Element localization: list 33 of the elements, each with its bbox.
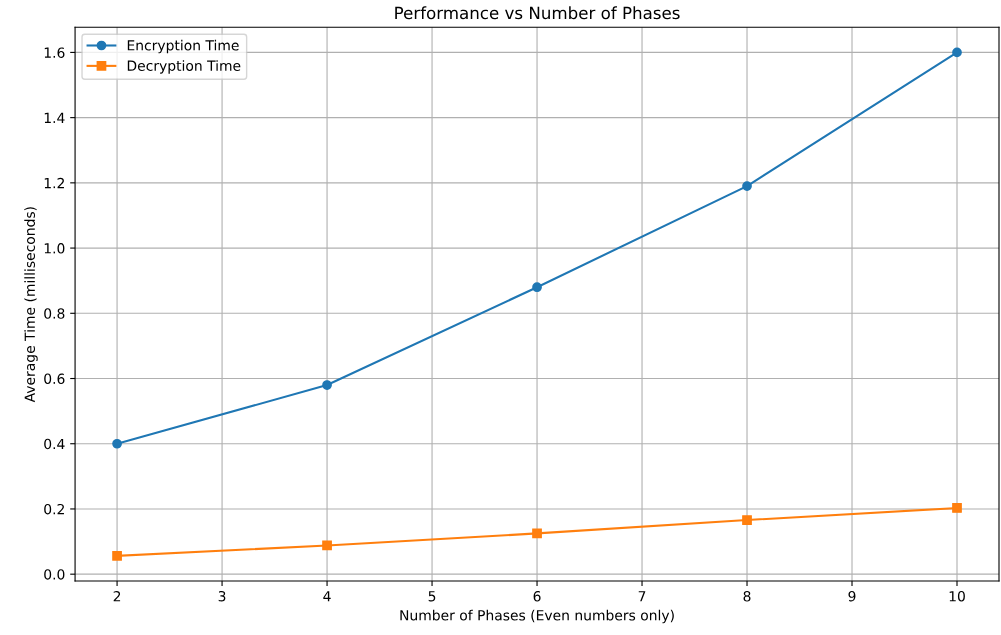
y-tick-label: 1.0 bbox=[44, 243, 65, 254]
point bbox=[952, 47, 962, 58]
y-tick-label: 0.0 bbox=[44, 569, 65, 580]
y-tick-label: 1.4 bbox=[44, 112, 65, 123]
point bbox=[112, 438, 122, 449]
point bbox=[532, 528, 542, 539]
y-tick-label: 1.2 bbox=[44, 177, 64, 189]
x-axis-title: Number of Phases (Even numbers only) bbox=[400, 609, 674, 624]
point bbox=[532, 282, 542, 293]
y-tick-label: 0.8 bbox=[44, 308, 65, 319]
y-tick-label: 0.6 bbox=[44, 373, 65, 384]
point bbox=[742, 515, 752, 525]
y-tick-label: 1.6 bbox=[44, 47, 65, 58]
point bbox=[322, 540, 332, 551]
point bbox=[742, 181, 752, 191]
point bbox=[952, 503, 962, 513]
legend-label: Encryption Time bbox=[127, 39, 239, 54]
x-tick-label: 3 bbox=[218, 590, 226, 602]
point bbox=[322, 380, 332, 390]
y-tick-label: 0.2 bbox=[44, 503, 64, 515]
x-tick-label: 6 bbox=[533, 590, 541, 602]
x-tick-label: 4 bbox=[323, 591, 331, 602]
point bbox=[112, 551, 122, 561]
legend-label: Decryption Time bbox=[127, 60, 241, 74]
x-tick-label: 7 bbox=[638, 591, 646, 602]
y-axis-title: Average Time (milliseconds) bbox=[24, 207, 38, 403]
x-tick-label: 5 bbox=[428, 591, 436, 602]
chart-title: Performance vs Number of Phases bbox=[395, 6, 680, 20]
x-tick-label: 9 bbox=[848, 590, 856, 602]
x-tick-label: 8 bbox=[743, 590, 751, 602]
x-tick-label: 2 bbox=[113, 590, 121, 602]
x-tick-label: 10 bbox=[949, 590, 965, 602]
y-tick-label: 0.4 bbox=[44, 438, 65, 450]
